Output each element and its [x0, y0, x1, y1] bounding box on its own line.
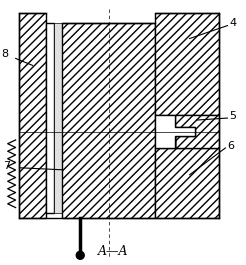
- Text: 8: 8: [2, 50, 9, 59]
- Text: 4: 4: [230, 18, 236, 28]
- Polygon shape: [155, 13, 219, 115]
- Text: 7: 7: [3, 161, 10, 171]
- Polygon shape: [62, 23, 155, 218]
- Text: 5: 5: [230, 111, 236, 121]
- Circle shape: [76, 251, 84, 259]
- Text: A—A: A—A: [98, 245, 128, 258]
- Polygon shape: [46, 23, 54, 213]
- Polygon shape: [54, 23, 62, 213]
- Text: 6: 6: [227, 141, 234, 151]
- Polygon shape: [19, 13, 46, 218]
- Polygon shape: [155, 148, 219, 218]
- Polygon shape: [155, 115, 195, 148]
- Polygon shape: [175, 115, 219, 148]
